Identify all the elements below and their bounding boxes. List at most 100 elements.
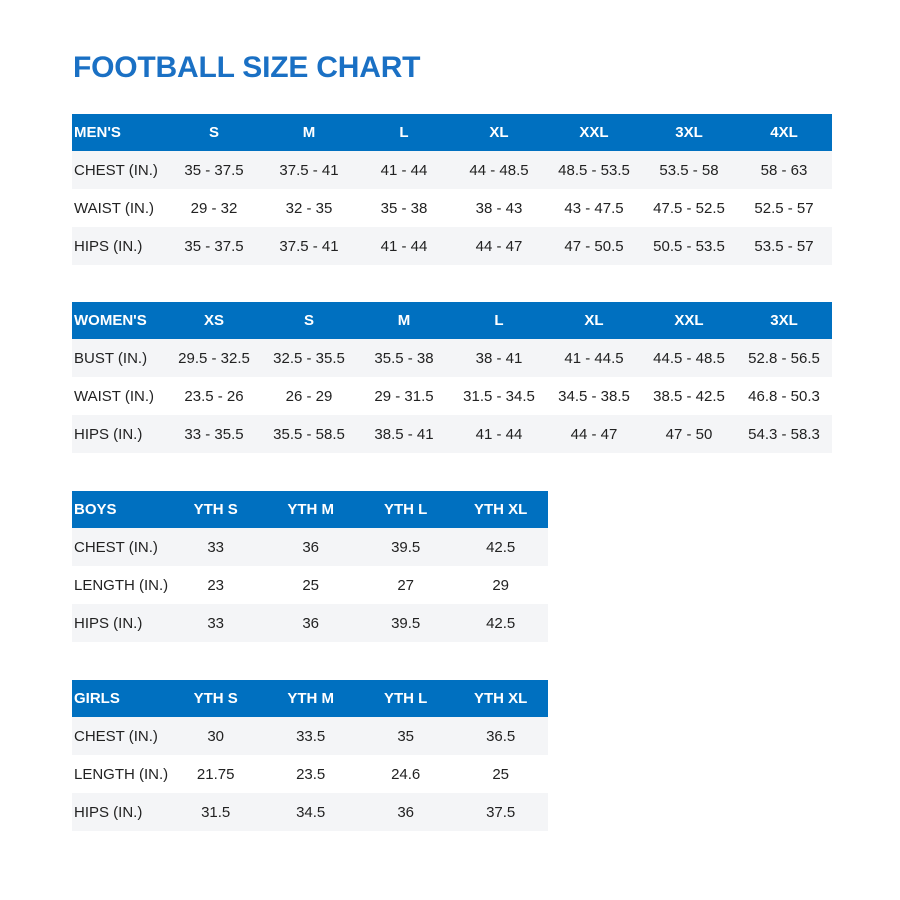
size-column-header: S bbox=[261, 302, 357, 339]
table-row: HIPS (IN.) 33 36 39.5 42.5 bbox=[72, 604, 549, 642]
table-row: CHEST (IN.) 35 - 37.5 37.5 - 41 41 - 44 44 -… bbox=[72, 151, 832, 189]
measurement-label: HIPS (IN.) bbox=[72, 227, 167, 265]
size-column-header: YTH XL bbox=[453, 680, 549, 717]
size-column-header: YTH L bbox=[358, 491, 454, 528]
measurement-value: 52.8 - 56.5 bbox=[736, 339, 832, 377]
size-column-header: 3XL bbox=[641, 114, 737, 151]
measurement-value: 31.5 - 34.5 bbox=[463, 387, 535, 405]
measurement-label: LENGTH (IN.) bbox=[74, 765, 169, 783]
measurement-value: 48.5 - 53.5 bbox=[546, 151, 642, 189]
measurement-label: CHEST (IN.) bbox=[72, 151, 167, 189]
measurement-value: 44 - 47 bbox=[451, 227, 547, 265]
size-column-header: L bbox=[356, 114, 452, 151]
size-column-header: YTH M bbox=[263, 491, 359, 528]
size-column-header: XL bbox=[451, 114, 547, 151]
measurement-value: 41 - 44 bbox=[451, 415, 547, 453]
measurement-value: 21.75 bbox=[196, 765, 235, 783]
table-row: LENGTH (IN.) 23 25 27 29 bbox=[72, 566, 548, 604]
measurement-value: 25 bbox=[492, 765, 510, 783]
measurement-value: 42.5 bbox=[453, 604, 549, 642]
measurement-value: 32.5 - 35.5 bbox=[261, 339, 357, 377]
measurement-value: 39.5 bbox=[358, 528, 454, 566]
measurement-value: 38.5 - 41 bbox=[356, 415, 452, 453]
measurement-value: 29.5 - 32.5 bbox=[166, 339, 262, 377]
measurement-value: 25 bbox=[302, 576, 320, 594]
measurement-label: WAIST (IN.) bbox=[74, 199, 154, 217]
measurement-value: 41 - 44 bbox=[356, 227, 452, 265]
table-heading: GIRLS bbox=[72, 680, 169, 717]
table-row: HIPS (IN.) 31.5 34.5 36 37.5 bbox=[72, 793, 549, 831]
measurement-value: 38 - 41 bbox=[451, 339, 547, 377]
measurement-value: 41 - 44 bbox=[356, 151, 452, 189]
measurement-value: 58 - 63 bbox=[736, 151, 832, 189]
measurement-value: 24.6 bbox=[391, 765, 421, 783]
size-column-header: XXL bbox=[546, 114, 642, 151]
size-column-header: M bbox=[261, 114, 357, 151]
measurement-value: 44.5 - 48.5 bbox=[641, 339, 737, 377]
measurement-value: 47.5 - 52.5 bbox=[653, 199, 725, 217]
measurement-value: 35.5 - 38 bbox=[356, 339, 452, 377]
measurement-value: 34.5 bbox=[263, 793, 359, 831]
header-row: GIRLS YTH S YTH M YTH L YTH XL bbox=[72, 680, 549, 717]
table-row: BUST (IN.) 29.5 - 32.5 32.5 - 35.5 35.5 - 3… bbox=[72, 339, 832, 377]
measurement-value: 37.5 bbox=[453, 793, 549, 831]
measurement-label: LENGTH (IN.) bbox=[74, 576, 169, 594]
table-row: CHEST (IN.) 30 33.5 35 36.5 bbox=[72, 717, 549, 755]
table-heading: BOYS bbox=[72, 491, 169, 528]
table-row: WAIST (IN.) 23.5 - 26 26 - 29 29 - 31.5 31.5… bbox=[72, 377, 832, 415]
measurement-value: 35 - 37.5 bbox=[166, 227, 262, 265]
measurement-value: 47 - 50.5 bbox=[546, 227, 642, 265]
measurement-value: 44 - 48.5 bbox=[451, 151, 547, 189]
measurement-value: 35 bbox=[358, 717, 454, 755]
measurement-value: 23.5 - 26 bbox=[184, 387, 244, 405]
measurement-value: 46.8 - 50.3 bbox=[748, 387, 820, 405]
size-column-header: M bbox=[356, 302, 452, 339]
measurement-value: 50.5 - 53.5 bbox=[641, 227, 737, 265]
measurement-value: 33 bbox=[168, 528, 264, 566]
size-column-header: XS bbox=[166, 302, 262, 339]
measurement-value: 29 - 31.5 bbox=[374, 387, 434, 405]
table-row: WAIST (IN.) 29 - 32 32 - 35 35 - 38 38 - 43 4… bbox=[72, 189, 832, 227]
measurement-value: 35 - 37.5 bbox=[166, 151, 262, 189]
measurement-value: 33 bbox=[168, 604, 264, 642]
measurement-value: 44 - 47 bbox=[546, 415, 642, 453]
size-column-header: YTH XL bbox=[453, 491, 549, 528]
measurement-value: 34.5 - 38.5 bbox=[558, 387, 630, 405]
header-row: WOMEN'S XS S M L XL XXL 3XL bbox=[72, 302, 832, 339]
header-row: MEN'S S M L XL XXL 3XL 4XL bbox=[72, 114, 832, 151]
measurement-value: 36.5 bbox=[453, 717, 549, 755]
measurement-value: 36 bbox=[263, 528, 359, 566]
measurement-value: 32 - 35 bbox=[285, 199, 333, 217]
table-row: CHEST (IN.) 33 36 39.5 42.5 bbox=[72, 528, 549, 566]
measurement-value: 27 bbox=[397, 576, 415, 594]
measurement-value: 42.5 bbox=[453, 528, 549, 566]
mens-size-table: MEN'S S M L XL XXL 3XL 4XL CHEST (IN.) 35 - 37.5 3… bbox=[72, 114, 832, 265]
measurement-value: 23.5 bbox=[296, 765, 326, 783]
size-column-header: YTH M bbox=[263, 680, 359, 717]
measurement-label: HIPS (IN.) bbox=[72, 604, 169, 642]
measurement-value: 29 - 32 bbox=[190, 199, 238, 217]
measurement-value: 37.5 - 41 bbox=[261, 227, 357, 265]
table-row: LENGTH (IN.) 21.75 23.5 24.6 25 bbox=[72, 755, 548, 793]
size-column-header: YTH L bbox=[358, 680, 454, 717]
measurement-label: CHEST (IN.) bbox=[72, 528, 169, 566]
table-row: HIPS (IN.) 33 - 35.5 35.5 - 58.5 38.5 - 41 4… bbox=[72, 415, 832, 453]
measurement-label: HIPS (IN.) bbox=[72, 415, 167, 453]
measurement-value: 33 - 35.5 bbox=[166, 415, 262, 453]
measurement-value: 37.5 - 41 bbox=[261, 151, 357, 189]
table-row: HIPS (IN.) 35 - 37.5 37.5 - 41 41 - 44 44 - … bbox=[72, 227, 832, 265]
measurement-value: 38 - 43 bbox=[475, 199, 523, 217]
measurement-value: 43 - 47.5 bbox=[564, 199, 624, 217]
size-column-header: XL bbox=[546, 302, 642, 339]
measurement-value: 31.5 bbox=[168, 793, 264, 831]
measurement-value: 26 - 29 bbox=[285, 387, 333, 405]
measurement-label: HIPS (IN.) bbox=[72, 793, 169, 831]
header-row: BOYS YTH S YTH M YTH L YTH XL bbox=[72, 491, 549, 528]
size-column-header: YTH S bbox=[168, 680, 264, 717]
measurement-value: 23 bbox=[207, 576, 225, 594]
measurement-value: 53.5 - 58 bbox=[641, 151, 737, 189]
measurement-value: 47 - 50 bbox=[641, 415, 737, 453]
measurement-value: 36 bbox=[263, 604, 359, 642]
girls-size-table: GIRLS YTH S YTH M YTH L YTH XL CHEST (IN.) 30 3… bbox=[72, 680, 549, 831]
measurement-label: CHEST (IN.) bbox=[72, 717, 169, 755]
